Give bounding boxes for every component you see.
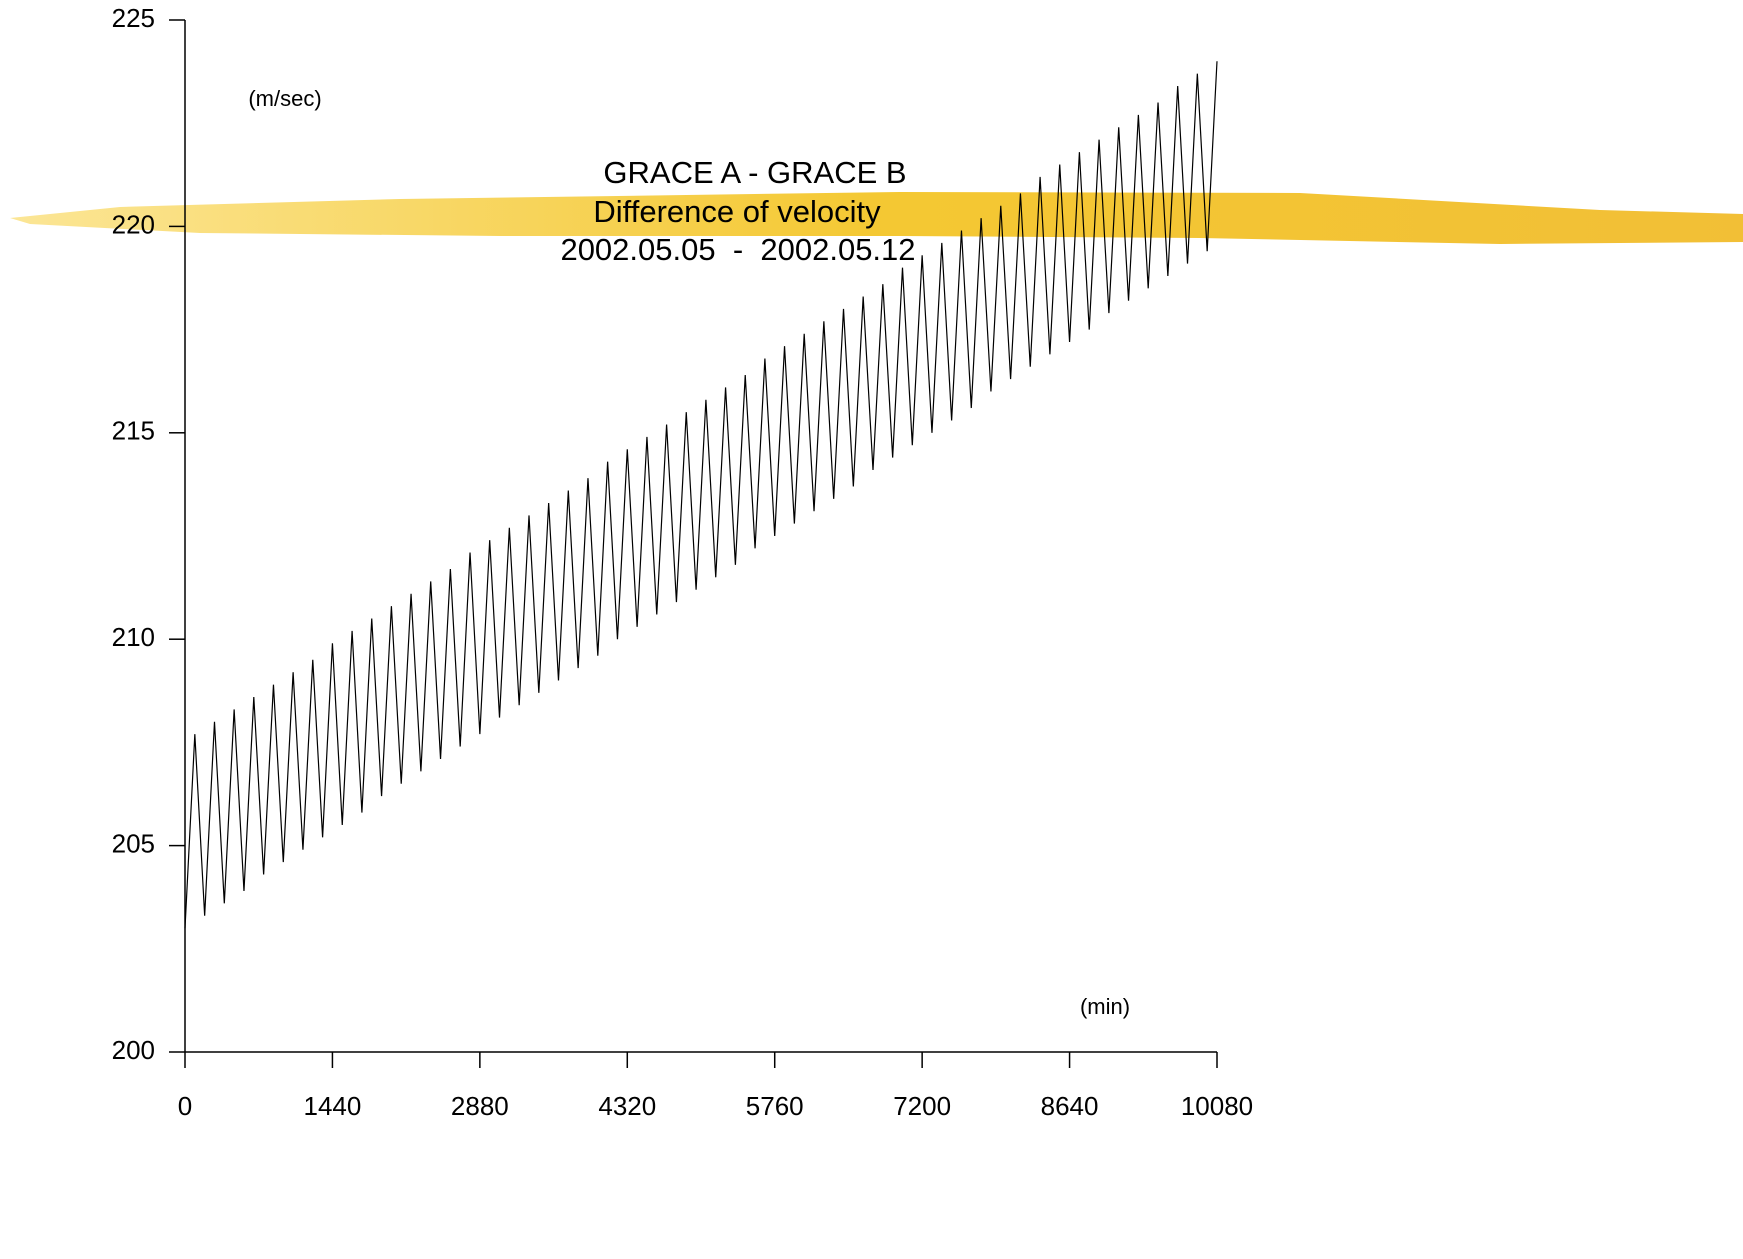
x-tick-label: 4320 xyxy=(598,1091,656,1121)
x-tick-label: 8640 xyxy=(1041,1091,1099,1121)
x-tick-label: 2880 xyxy=(451,1091,509,1121)
x-tick-label: 5760 xyxy=(746,1091,804,1121)
x-tick-label: 7200 xyxy=(893,1091,951,1121)
data-line xyxy=(184,61,1218,929)
y-tick-label: 205 xyxy=(112,828,155,858)
x-unit: (min) xyxy=(1080,994,1130,1019)
title-line: Difference of velocity xyxy=(593,194,881,229)
x-tick-label: 0 xyxy=(178,1091,192,1121)
highlight-brush xyxy=(10,192,1743,244)
title-line: 2002.05.05 - 2002.05.12 xyxy=(560,232,915,267)
y-tick-label: 225 xyxy=(112,3,155,33)
y-tick-label: 210 xyxy=(112,622,155,652)
y-tick-label: 200 xyxy=(112,1035,155,1065)
y-tick-label: 215 xyxy=(112,416,155,446)
y-unit: (m/sec) xyxy=(248,86,321,111)
x-tick-label: 10080 xyxy=(1181,1091,1253,1121)
x-tick-label: 1440 xyxy=(304,1091,362,1121)
title-line: GRACE A - GRACE B xyxy=(603,155,906,190)
title: GRACE A - GRACE B Difference of velocity… xyxy=(560,155,915,267)
y-tick-label: 220 xyxy=(112,209,155,239)
